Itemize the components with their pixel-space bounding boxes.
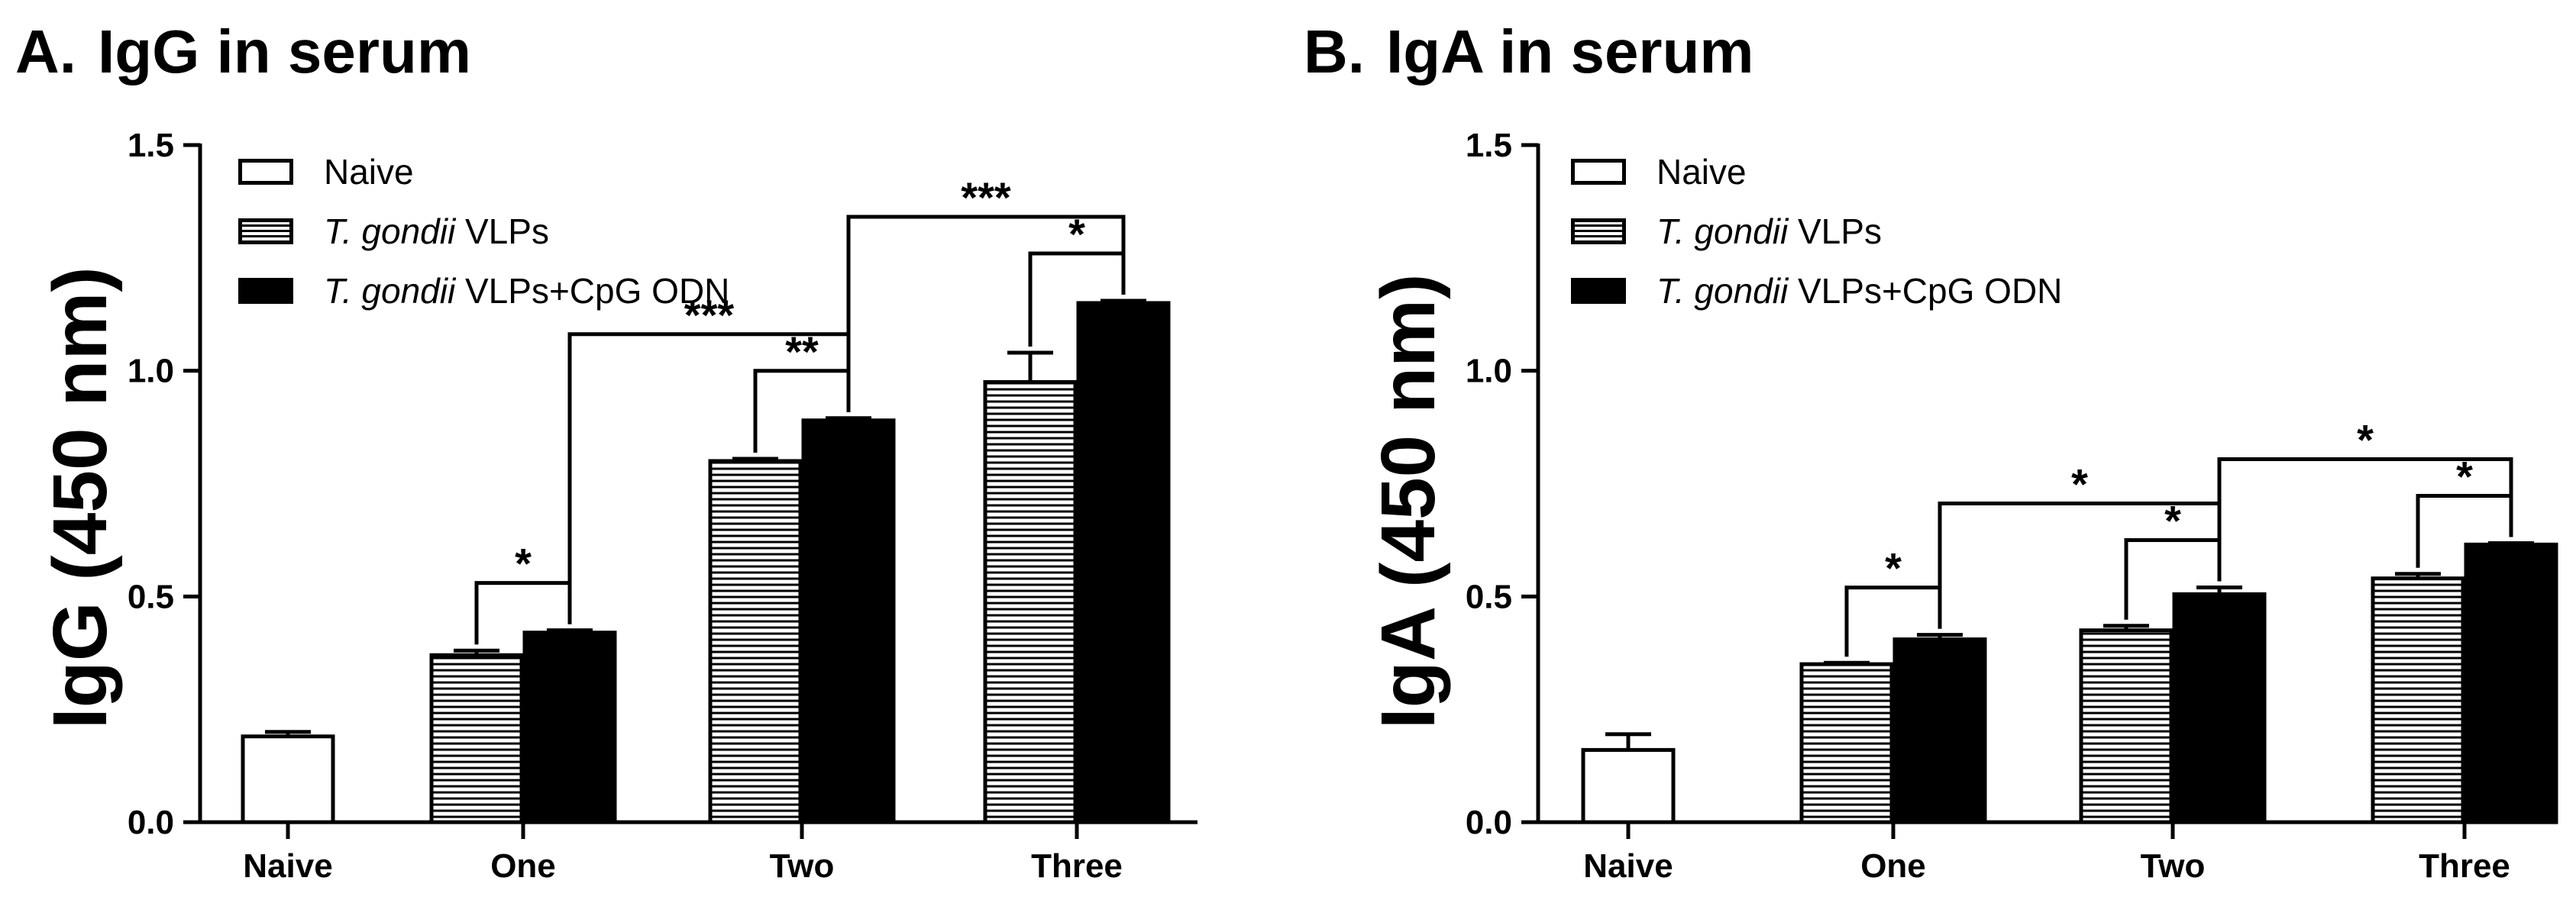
- significance-label: *: [2456, 453, 2473, 501]
- y-tick-label: 0.5: [1466, 578, 1512, 615]
- legend-item-naive: Naive: [1571, 142, 2062, 202]
- panel-letter-b: B.: [1304, 18, 1365, 86]
- bar: [2371, 576, 2465, 824]
- legend-label: VLPs+CpG ODN: [1788, 271, 2063, 311]
- x-tick-label: Naive: [1583, 847, 1673, 885]
- y-tick-label: 1.5: [128, 127, 174, 164]
- legend-label: Naive: [324, 152, 414, 192]
- y-tick-label: 0.5: [128, 578, 174, 615]
- significance-label: *: [1885, 544, 1902, 592]
- bar: [2172, 592, 2267, 824]
- legend-item-vlps-cpg: T. gondii VLPs+CpG ODN: [1571, 261, 2062, 321]
- legend-item-vlps: T. gondii VLPs: [1571, 202, 2062, 261]
- legend-swatch-hatch: [1571, 218, 1626, 244]
- y-tick-label: 0.0: [128, 804, 174, 841]
- chart-title-text-a: IgG in serum: [98, 18, 471, 86]
- legend-item-vlps: T. gondii VLPs: [238, 202, 729, 261]
- bar: [1076, 301, 1171, 824]
- bar: [1581, 747, 1676, 824]
- bar: [522, 631, 617, 824]
- x-tick-label: One: [490, 847, 556, 885]
- significance-label: ***: [961, 173, 1011, 221]
- legend-swatch-hatch: [238, 218, 293, 244]
- bar: [2079, 628, 2174, 824]
- chart-title-text-b: IgA in serum: [1386, 18, 1754, 86]
- y-tick-label: 1.5: [1466, 127, 1512, 164]
- significance-label: *: [2357, 416, 2374, 464]
- legend-swatch-black: [238, 278, 293, 304]
- legend-swatch-white: [238, 159, 293, 185]
- legend-item-vlps-cpg: T. gondii VLPs+CpG ODN: [238, 261, 729, 321]
- chart-panel-b: B. IgA in serum IgA (450 nm) 0.0 0.5 1.0 1.5…: [1288, 0, 2576, 897]
- significance-bracket: [846, 215, 1126, 412]
- significance-label: ***: [684, 291, 735, 339]
- legend-label: VLPs: [455, 211, 549, 251]
- bar: [801, 418, 896, 824]
- significance-bracket: [2217, 457, 2513, 582]
- x-tick-label: Naive: [243, 847, 332, 885]
- y-tick-label: 1.0: [128, 353, 174, 390]
- bar: [983, 379, 1078, 824]
- significance-label: *: [515, 540, 532, 588]
- legend-a: Naive T. gondii VLPs T. gondii VLPs+CpG …: [238, 142, 729, 321]
- significance-label: *: [2164, 497, 2181, 545]
- legend-label: Naive: [1656, 152, 1747, 192]
- legend-label: VLPs: [1788, 211, 1882, 251]
- x-tick-label: Three: [1031, 847, 1123, 885]
- chart-title-a: A. IgG in serum: [15, 21, 471, 82]
- significance-label: *: [1068, 210, 1085, 258]
- chart-title-b: B. IgA in serum: [1304, 21, 1754, 82]
- x-tick-label: One: [1860, 847, 1926, 885]
- bar: [708, 459, 803, 824]
- chart-panel-a: A. IgG in serum IgG (450 nm) 0.0 0.5 1.0 1.5…: [15, 21, 1198, 885]
- bar: [1892, 637, 1987, 824]
- panel-letter-a: A.: [15, 18, 76, 86]
- bar-plot-b: 0.0 0.5 1.0 1.5 Naive One Two Three * * * * *: [1466, 127, 2558, 885]
- legend-swatch-white: [1571, 159, 1626, 185]
- legend-item-naive: Naive: [238, 142, 729, 202]
- y-tick-label: 0.0: [1466, 804, 1512, 841]
- bar: [1799, 662, 1894, 824]
- bar: [429, 653, 524, 824]
- x-tick-label: Two: [770, 847, 835, 885]
- y-tick-label: 1.0: [1466, 353, 1512, 390]
- bar: [2464, 542, 2558, 824]
- x-tick-label: Two: [2141, 847, 2206, 885]
- legend-label: VLPs+CpG ODN: [455, 271, 730, 311]
- legend-b: Naive T. gondii VLPs T. gondii VLPs+CpG …: [1571, 142, 2062, 321]
- x-tick-label: Three: [2419, 847, 2510, 885]
- legend-swatch-black: [1571, 278, 1626, 304]
- bar: [241, 734, 335, 824]
- significance-label: *: [2071, 460, 2088, 508]
